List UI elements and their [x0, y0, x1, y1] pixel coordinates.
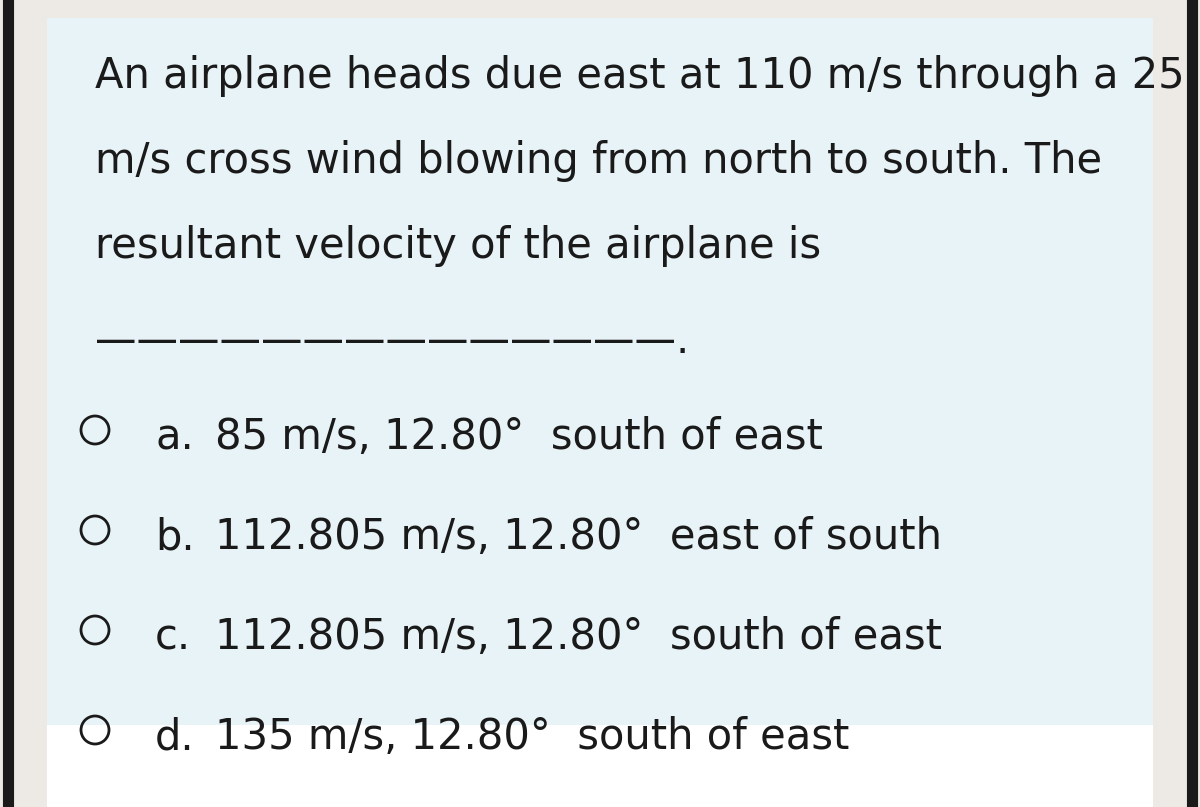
Text: m/s cross wind blowing from north to south. The: m/s cross wind blowing from north to sou… — [95, 140, 1102, 182]
Text: 112.805 m/s, 12.80°  south of east: 112.805 m/s, 12.80° south of east — [215, 616, 942, 658]
Text: 135 m/s, 12.80°  south of east: 135 m/s, 12.80° south of east — [215, 716, 850, 758]
Text: ——————————————.: ——————————————. — [95, 320, 689, 362]
Text: b.: b. — [155, 516, 194, 558]
Bar — [47, 18, 1153, 725]
Text: An airplane heads due east at 110 m/s through a 25: An airplane heads due east at 110 m/s th… — [95, 55, 1184, 97]
Text: 85 m/s, 12.80°  south of east: 85 m/s, 12.80° south of east — [215, 416, 823, 458]
Text: a.: a. — [155, 416, 193, 458]
Bar — [47, 725, 1153, 807]
Text: resultant velocity of the airplane is: resultant velocity of the airplane is — [95, 225, 821, 267]
Text: c.: c. — [155, 616, 191, 658]
Text: d.: d. — [155, 716, 194, 758]
Text: 112.805 m/s, 12.80°  east of south: 112.805 m/s, 12.80° east of south — [215, 516, 942, 558]
